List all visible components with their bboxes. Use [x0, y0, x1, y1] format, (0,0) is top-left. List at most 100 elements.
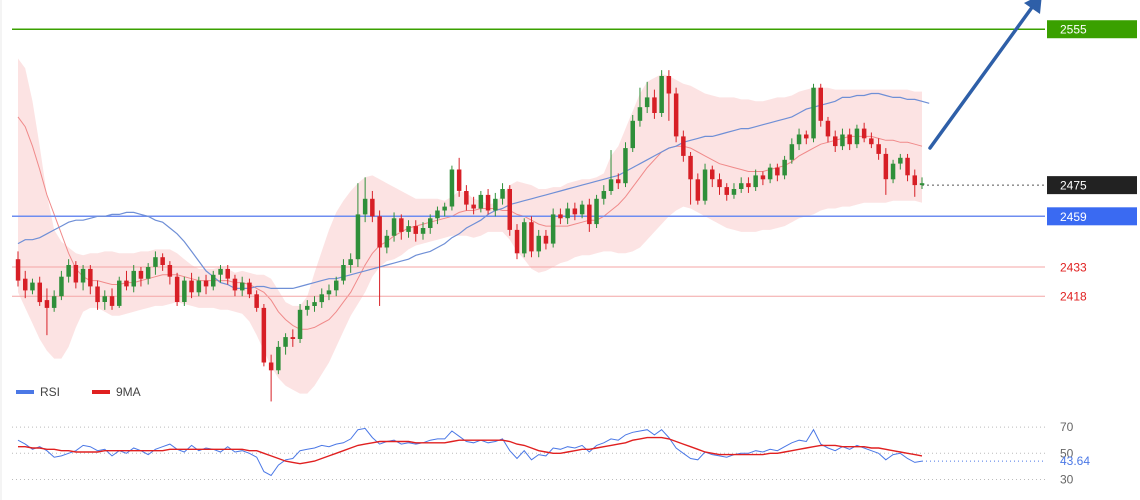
candle-body	[550, 214, 556, 244]
level-label-text: 2555	[1060, 23, 1087, 37]
candle-body	[109, 296, 115, 306]
candle-body	[840, 134, 845, 147]
candle	[391, 212, 397, 242]
candle	[637, 87, 643, 127]
candle-body	[138, 270, 144, 279]
candle-body	[348, 259, 353, 265]
candle-body	[355, 214, 361, 260]
candle	[66, 259, 71, 283]
candle	[138, 266, 144, 287]
candle	[211, 270, 216, 291]
rsi-series-rsi	[17, 427, 923, 477]
candle	[420, 222, 426, 240]
candle-body	[261, 307, 267, 363]
candle	[456, 157, 462, 197]
candle	[616, 173, 621, 190]
moving-average	[17, 92, 930, 289]
candle	[710, 165, 715, 188]
candle	[652, 89, 657, 119]
level-label-text: 2418	[1060, 290, 1087, 304]
candle	[623, 142, 628, 188]
candle	[80, 265, 86, 291]
candle	[847, 128, 852, 151]
candle	[73, 261, 79, 289]
candle	[818, 83, 823, 127]
candle-body	[384, 235, 390, 248]
candle	[565, 202, 570, 225]
legend-label: RSI	[40, 385, 60, 399]
candle	[833, 130, 838, 152]
candle	[500, 183, 505, 205]
candle	[145, 263, 151, 285]
candle	[167, 261, 173, 285]
candle	[268, 354, 274, 402]
candle	[825, 116, 831, 143]
level-label-2418: 2418	[1060, 290, 1087, 304]
candle	[312, 296, 317, 312]
candle	[406, 220, 411, 238]
candle-body	[811, 87, 816, 139]
candle-body	[673, 93, 679, 137]
candle	[355, 183, 361, 267]
candle	[898, 153, 903, 170]
candle-body	[739, 183, 744, 189]
candle	[876, 138, 881, 160]
candle-body	[319, 294, 324, 303]
candle	[37, 276, 42, 306]
candle-body	[15, 259, 21, 281]
candle	[666, 70, 672, 121]
candle-body	[160, 257, 165, 265]
candle-body	[254, 294, 259, 308]
level-label-text: 2475	[1060, 179, 1087, 193]
candle-body	[80, 268, 86, 283]
candle	[341, 259, 346, 285]
candle	[550, 208, 556, 248]
candle-body	[594, 198, 599, 225]
candle-body	[587, 204, 592, 225]
candle	[435, 206, 440, 225]
candle-body	[890, 163, 896, 180]
arrow-head	[1024, 0, 1042, 14]
candle	[514, 224, 520, 260]
rsi-tick-label: 30	[1060, 472, 1074, 486]
candle	[912, 169, 917, 197]
candle-body	[775, 167, 780, 176]
candle-body	[637, 107, 643, 121]
candle-body	[290, 337, 296, 339]
level-label-text: 2433	[1060, 260, 1087, 274]
level-label-bg	[1047, 207, 1137, 226]
candle-body	[717, 179, 722, 188]
candle-body	[731, 189, 737, 195]
candle	[478, 190, 484, 213]
level-label-2459: 2459	[1047, 207, 1137, 226]
candle	[485, 189, 491, 215]
candle-body	[334, 280, 339, 291]
candle-body	[833, 136, 838, 147]
candle	[399, 214, 404, 240]
candle	[695, 173, 701, 205]
candle-body	[608, 179, 614, 191]
candle	[88, 265, 93, 295]
candle-body	[789, 144, 795, 160]
candle-body	[391, 218, 397, 236]
candle	[240, 276, 245, 297]
candle	[160, 253, 165, 271]
candle	[717, 173, 722, 195]
candle	[203, 274, 209, 295]
candle-body	[326, 290, 332, 295]
candle-body	[341, 265, 346, 281]
candle	[95, 280, 100, 310]
candle	[153, 251, 158, 275]
candle-body	[536, 235, 541, 252]
candle	[789, 138, 795, 164]
rsi-tick-label: 70	[1060, 420, 1074, 434]
candle	[305, 300, 310, 316]
level-label-2475: 2475	[1047, 176, 1137, 195]
candle-body	[59, 276, 64, 297]
candle-body	[66, 265, 71, 277]
candle-body	[558, 214, 563, 219]
candle-body	[37, 282, 42, 303]
candle-body	[876, 144, 881, 154]
candle	[442, 202, 447, 217]
candle-body	[211, 274, 216, 287]
